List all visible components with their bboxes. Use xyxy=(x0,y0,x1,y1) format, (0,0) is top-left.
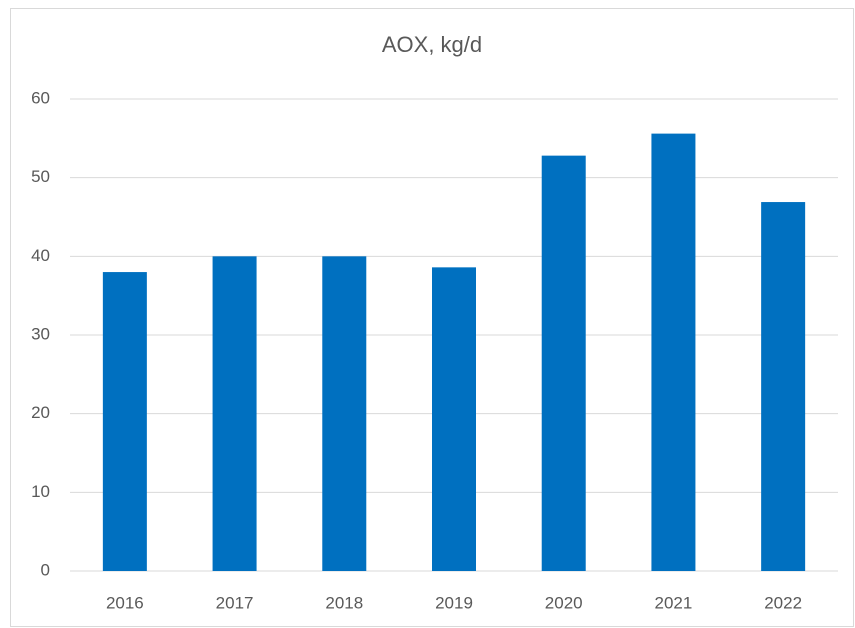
bar xyxy=(761,202,806,571)
y-tick-label: 20 xyxy=(31,403,50,422)
x-tick-label: 2021 xyxy=(655,593,693,612)
y-tick-label: 30 xyxy=(31,324,50,343)
bar xyxy=(102,272,147,571)
y-tick-label: 10 xyxy=(31,482,50,501)
y-tick-label: 0 xyxy=(41,560,50,579)
y-tick-label: 50 xyxy=(31,167,50,186)
chart-title: AOX, kg/d xyxy=(382,32,482,57)
x-tick-label: 2022 xyxy=(764,593,802,612)
x-tick-label: 2019 xyxy=(435,593,473,612)
y-tick-label: 60 xyxy=(31,88,50,107)
bar xyxy=(541,155,586,571)
y-tick-label: 40 xyxy=(31,246,50,265)
x-tick-label: 2020 xyxy=(545,593,583,612)
x-tick-label: 2017 xyxy=(216,593,254,612)
bar xyxy=(432,267,476,571)
bar xyxy=(322,256,367,571)
x-tick-label: 2018 xyxy=(325,593,363,612)
bar xyxy=(651,133,696,571)
bar xyxy=(212,256,257,571)
x-tick-label: 2016 xyxy=(106,593,144,612)
